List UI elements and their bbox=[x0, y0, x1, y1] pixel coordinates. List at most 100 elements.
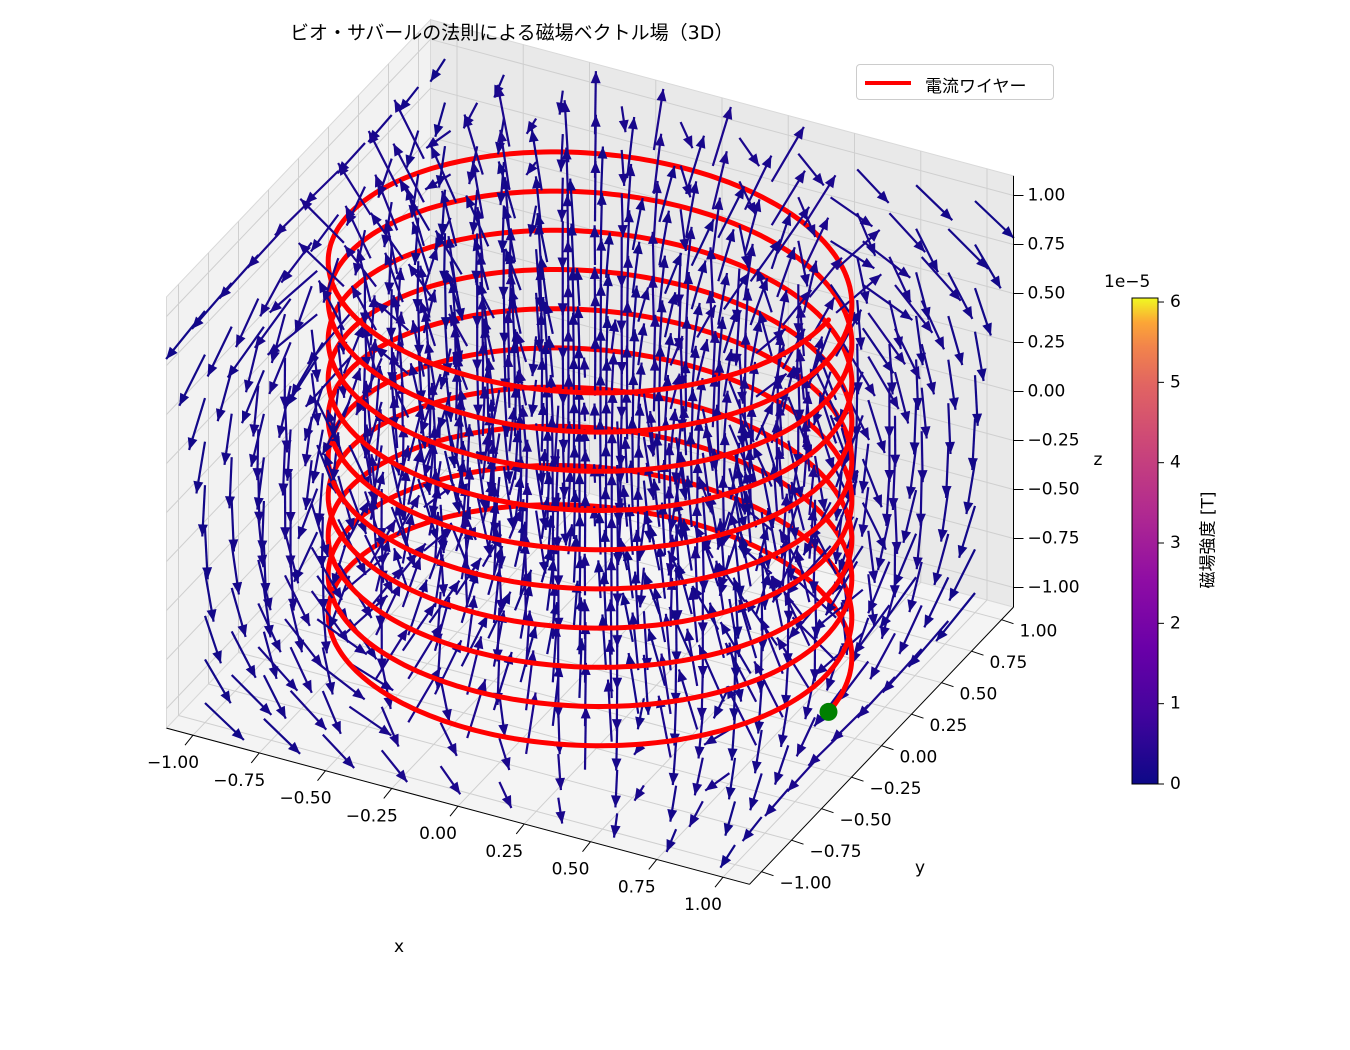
field-arrow bbox=[920, 256, 962, 302]
field-arrow bbox=[289, 690, 328, 731]
arrow-head bbox=[697, 260, 708, 274]
arrow-head bbox=[597, 146, 608, 159]
arrow-head bbox=[884, 426, 895, 439]
arrow-head bbox=[695, 135, 706, 149]
field-arrow bbox=[893, 533, 918, 588]
arrow-head bbox=[795, 305, 806, 319]
arrow-head bbox=[888, 497, 899, 510]
field-arrow bbox=[652, 586, 667, 643]
arrow-head bbox=[671, 373, 682, 387]
arrow-head bbox=[528, 129, 539, 143]
z-tick-label: 0.75 bbox=[1028, 235, 1066, 255]
arrow-head bbox=[433, 123, 444, 137]
field-arrow bbox=[685, 226, 696, 282]
arrow-head bbox=[704, 734, 717, 745]
arrow-head bbox=[367, 454, 378, 467]
arrow-head bbox=[499, 332, 510, 345]
arrow-head bbox=[677, 669, 688, 683]
arrow-head bbox=[803, 542, 814, 556]
field-arrow bbox=[711, 151, 729, 210]
arrow-head bbox=[910, 366, 920, 379]
arrow-head bbox=[477, 615, 488, 629]
arrow-head bbox=[228, 539, 239, 552]
field-arrow bbox=[890, 415, 901, 467]
arrow-head bbox=[166, 346, 178, 360]
arrow-head bbox=[729, 708, 740, 721]
field-arrow bbox=[165, 310, 206, 360]
marker-point bbox=[819, 702, 838, 721]
arrow-head bbox=[594, 511, 605, 524]
arrow-head bbox=[537, 255, 548, 269]
arrow-head bbox=[375, 174, 385, 188]
arrow-head bbox=[696, 707, 707, 720]
arrow-head bbox=[754, 661, 765, 675]
arrow-head bbox=[724, 349, 735, 362]
field-arrow bbox=[321, 733, 356, 769]
arrow-head bbox=[722, 107, 733, 120]
field-arrow bbox=[711, 106, 733, 167]
field-arrow bbox=[795, 716, 816, 757]
arrow-head bbox=[352, 688, 365, 700]
field-arrow bbox=[619, 484, 630, 527]
field-arrow bbox=[401, 512, 415, 564]
arrow-head bbox=[635, 716, 645, 730]
arrow-head bbox=[793, 126, 804, 140]
gridline bbox=[656, 581, 922, 860]
field-arrow bbox=[216, 369, 233, 422]
arrow-head bbox=[921, 320, 933, 333]
y-tick-mark bbox=[851, 776, 864, 782]
field-arrow bbox=[283, 429, 294, 481]
arrow-head bbox=[794, 485, 804, 499]
field-arrow bbox=[738, 224, 751, 268]
arrow-head bbox=[318, 598, 329, 611]
y-tick-mark bbox=[881, 745, 894, 751]
field-arrow bbox=[597, 146, 608, 207]
field-arrow bbox=[795, 349, 806, 400]
arrow-head bbox=[920, 426, 931, 439]
field-arrow bbox=[894, 284, 934, 334]
arrow-head bbox=[949, 587, 960, 601]
field-arrow bbox=[722, 308, 739, 354]
field-arrow bbox=[717, 186, 746, 239]
field-arrow bbox=[855, 300, 866, 350]
field-arrow bbox=[947, 228, 989, 270]
arrow-head bbox=[431, 146, 441, 159]
arrow-head bbox=[390, 295, 401, 308]
field-arrow bbox=[867, 530, 879, 584]
colorbar-tick-label: 4 bbox=[1170, 453, 1181, 473]
field-arrow bbox=[557, 177, 567, 222]
arrow-head bbox=[656, 88, 667, 102]
field-arrow bbox=[594, 560, 604, 599]
arrow-head bbox=[522, 439, 532, 452]
arrow-head bbox=[515, 331, 525, 345]
field-arrow bbox=[299, 198, 345, 244]
field-arrow bbox=[490, 476, 501, 535]
colorbar-tick-label: 2 bbox=[1170, 613, 1181, 633]
field-arrow bbox=[629, 329, 640, 381]
arrow-head bbox=[345, 205, 356, 219]
field-arrow bbox=[326, 409, 345, 461]
arrow-head bbox=[579, 402, 590, 415]
field-arrow bbox=[637, 323, 648, 366]
field-arrow bbox=[401, 556, 422, 608]
arrow-head bbox=[734, 585, 745, 598]
field-arrow bbox=[494, 84, 511, 147]
arrow-head bbox=[384, 252, 394, 266]
field-arrow bbox=[631, 241, 643, 294]
arrow-head bbox=[504, 248, 515, 262]
arrow-head bbox=[378, 724, 392, 736]
arrow-head bbox=[808, 753, 821, 766]
field-arrow bbox=[688, 800, 704, 828]
field-arrow bbox=[974, 200, 1015, 239]
field-arrow bbox=[974, 244, 1002, 289]
wire-segment bbox=[331, 548, 855, 709]
field-arrow bbox=[650, 314, 660, 368]
field-arrow bbox=[867, 312, 906, 365]
field-arrow bbox=[770, 126, 805, 183]
arrow-head bbox=[800, 419, 811, 433]
arrow-head bbox=[497, 161, 507, 175]
field-arrow bbox=[811, 586, 822, 639]
field-arrow bbox=[881, 648, 923, 694]
field-arrow bbox=[801, 376, 812, 428]
field-arrow bbox=[794, 371, 805, 422]
